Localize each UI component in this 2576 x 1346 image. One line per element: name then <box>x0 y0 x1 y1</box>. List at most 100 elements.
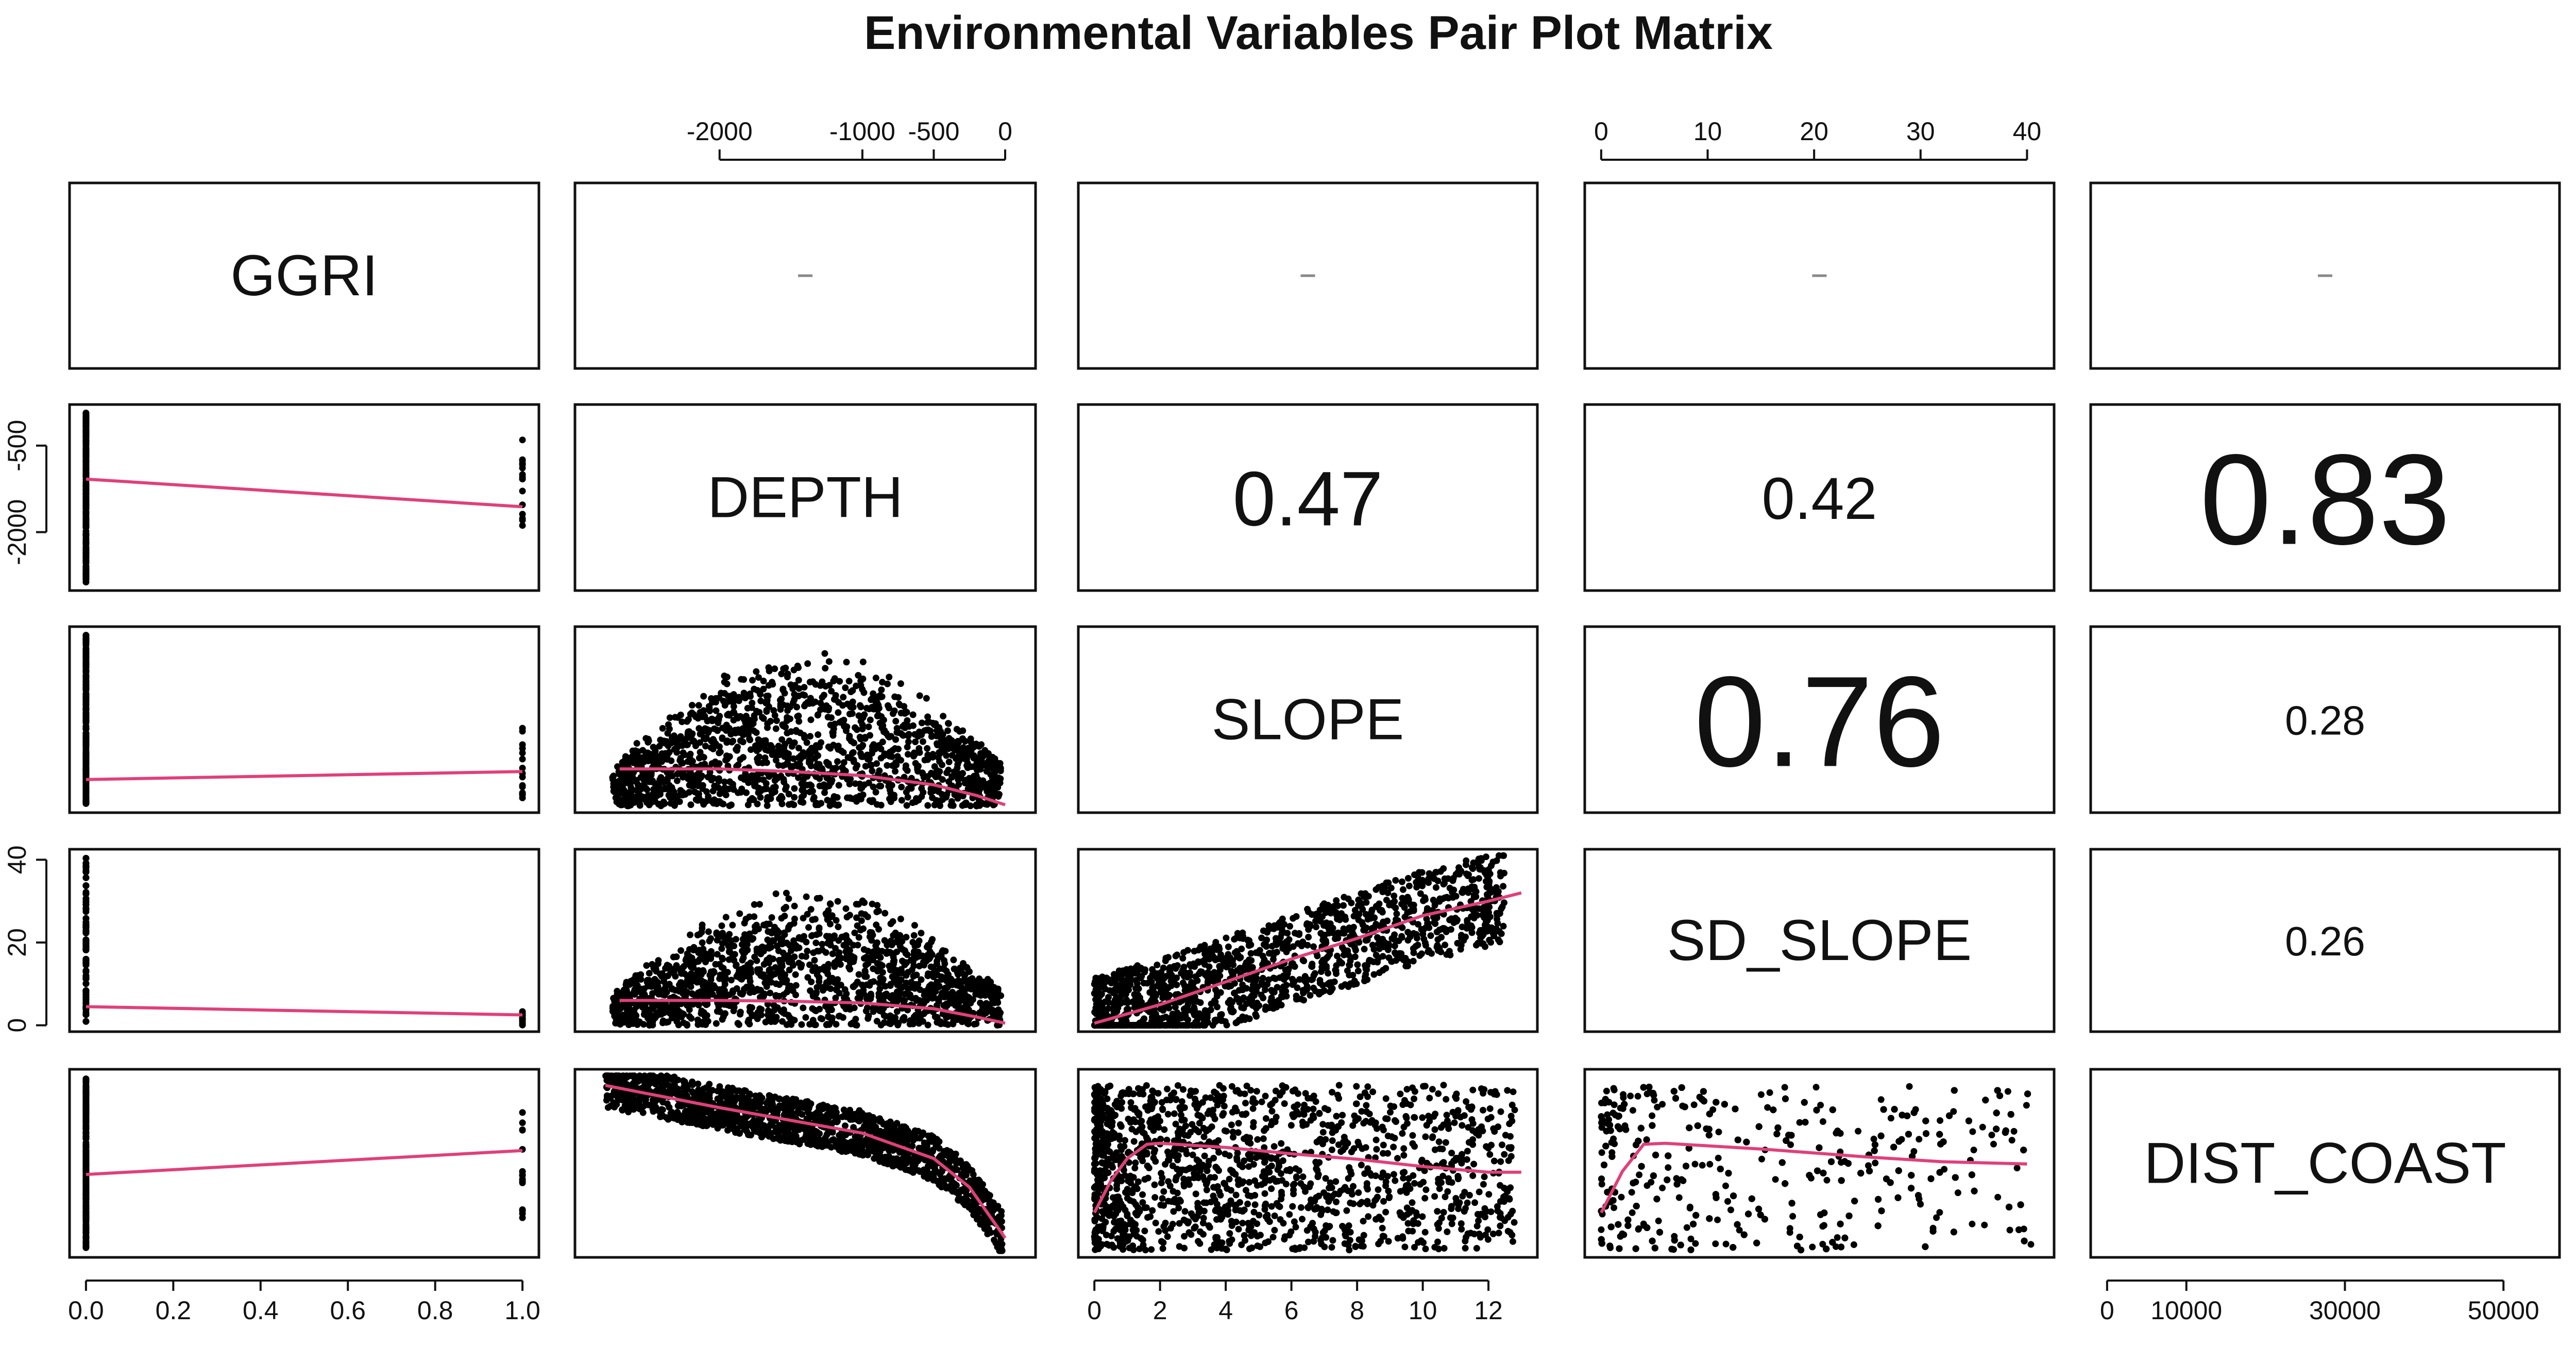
scatter-point <box>753 668 760 675</box>
scatter-point <box>1494 920 1501 927</box>
scatter-point <box>744 704 751 712</box>
scatter-point <box>614 987 621 995</box>
scatter-point <box>823 933 830 940</box>
scatter-point <box>838 717 845 725</box>
scatter-point <box>736 967 743 974</box>
scatter-point <box>1393 910 1400 917</box>
scatter-point <box>912 738 919 746</box>
scatter-point <box>933 727 940 734</box>
scatter-point <box>863 751 871 759</box>
scatter-point <box>858 917 865 924</box>
scatter-point <box>784 752 791 759</box>
scatter-point <box>811 698 819 705</box>
scatter-point <box>872 788 879 796</box>
scatter-point <box>773 717 780 724</box>
scatter-point <box>1317 930 1325 937</box>
scatter-point <box>82 503 90 511</box>
scatter-point <box>902 950 909 957</box>
scatter-point <box>827 721 834 729</box>
scatter-point <box>941 739 948 746</box>
smoother-line <box>86 770 523 781</box>
scatter-point <box>787 681 794 688</box>
scatter-point <box>937 965 943 972</box>
scatter-point <box>688 702 696 709</box>
scatter-point <box>672 745 679 752</box>
scatter-point <box>985 979 992 986</box>
scatter-point <box>718 689 725 697</box>
scatter-point <box>826 978 834 985</box>
scatter-point <box>870 1004 877 1012</box>
scatter-point <box>1172 1003 1179 1011</box>
scatter-point <box>1481 921 1488 929</box>
smoother-line <box>86 477 523 509</box>
scatter-point <box>677 755 684 762</box>
scatter-point <box>716 986 723 993</box>
panel-depth-slope: 0.47 <box>1077 403 1539 592</box>
scatter-point <box>961 971 969 978</box>
scatter-point <box>519 755 526 763</box>
scatter-point <box>700 754 707 761</box>
scatter-point <box>82 921 90 928</box>
scatter-point <box>805 924 812 931</box>
scatter-point <box>759 760 766 767</box>
scatter-point <box>963 756 970 763</box>
scatter-point <box>869 951 876 958</box>
scatter-point <box>892 768 899 775</box>
scatter-point <box>798 964 804 971</box>
scatter-point <box>736 910 743 917</box>
scatter-point <box>898 984 905 991</box>
panel-slope-depth <box>573 625 1037 814</box>
scatter-point <box>983 990 990 998</box>
scatter-point <box>832 696 839 703</box>
scatter-point <box>646 1017 653 1024</box>
scatter-point <box>695 777 702 784</box>
panel-depth-depth: DEPTH <box>573 403 1037 592</box>
scatter-point <box>898 797 905 804</box>
scatter-point <box>807 716 815 724</box>
scatter-point <box>869 932 876 938</box>
panel-frame <box>2089 403 2561 592</box>
scatter-point <box>856 994 863 1001</box>
scatter-point <box>82 797 90 804</box>
scatter-point <box>981 747 989 754</box>
scatter-point <box>637 985 644 992</box>
scatter-point <box>792 971 799 978</box>
panel-frame <box>1583 403 2056 592</box>
scatter-point <box>650 786 657 793</box>
scatter-point <box>1283 982 1290 989</box>
scatter-point <box>950 956 957 964</box>
scatter-point <box>765 928 772 935</box>
scatter-point <box>919 738 926 745</box>
scatter-point <box>697 709 704 716</box>
scatter-point <box>953 755 960 762</box>
scatter-point <box>870 965 877 972</box>
panel-frame <box>68 403 540 592</box>
scatter-point <box>82 496 90 503</box>
scatter-point <box>673 777 681 784</box>
scatter-point <box>1137 974 1144 982</box>
scatter-point <box>828 1014 836 1021</box>
scatter-point <box>888 733 895 740</box>
scatter-point <box>770 1002 777 1009</box>
scatter-point <box>843 990 850 997</box>
panel-slope-dist_coast: 0.28 <box>2089 625 2561 814</box>
scatter-point <box>610 783 617 790</box>
scatter-point <box>822 665 829 672</box>
scatter-point <box>82 429 90 436</box>
scatter-point <box>897 756 905 764</box>
scatter-point <box>929 936 936 943</box>
scatter-point <box>954 771 961 779</box>
scatter-point <box>791 794 798 801</box>
scatter-point <box>706 937 713 945</box>
scatter-point <box>643 962 650 969</box>
scatter-point <box>842 727 850 734</box>
scatter-point <box>82 652 90 659</box>
scatter-point <box>897 680 904 687</box>
scatter-point <box>82 509 90 516</box>
scatter-point <box>519 725 526 732</box>
scatter-point <box>957 964 964 971</box>
scatter-point <box>1427 932 1434 939</box>
scatter-point <box>937 1018 944 1025</box>
scatter-point <box>689 958 697 965</box>
